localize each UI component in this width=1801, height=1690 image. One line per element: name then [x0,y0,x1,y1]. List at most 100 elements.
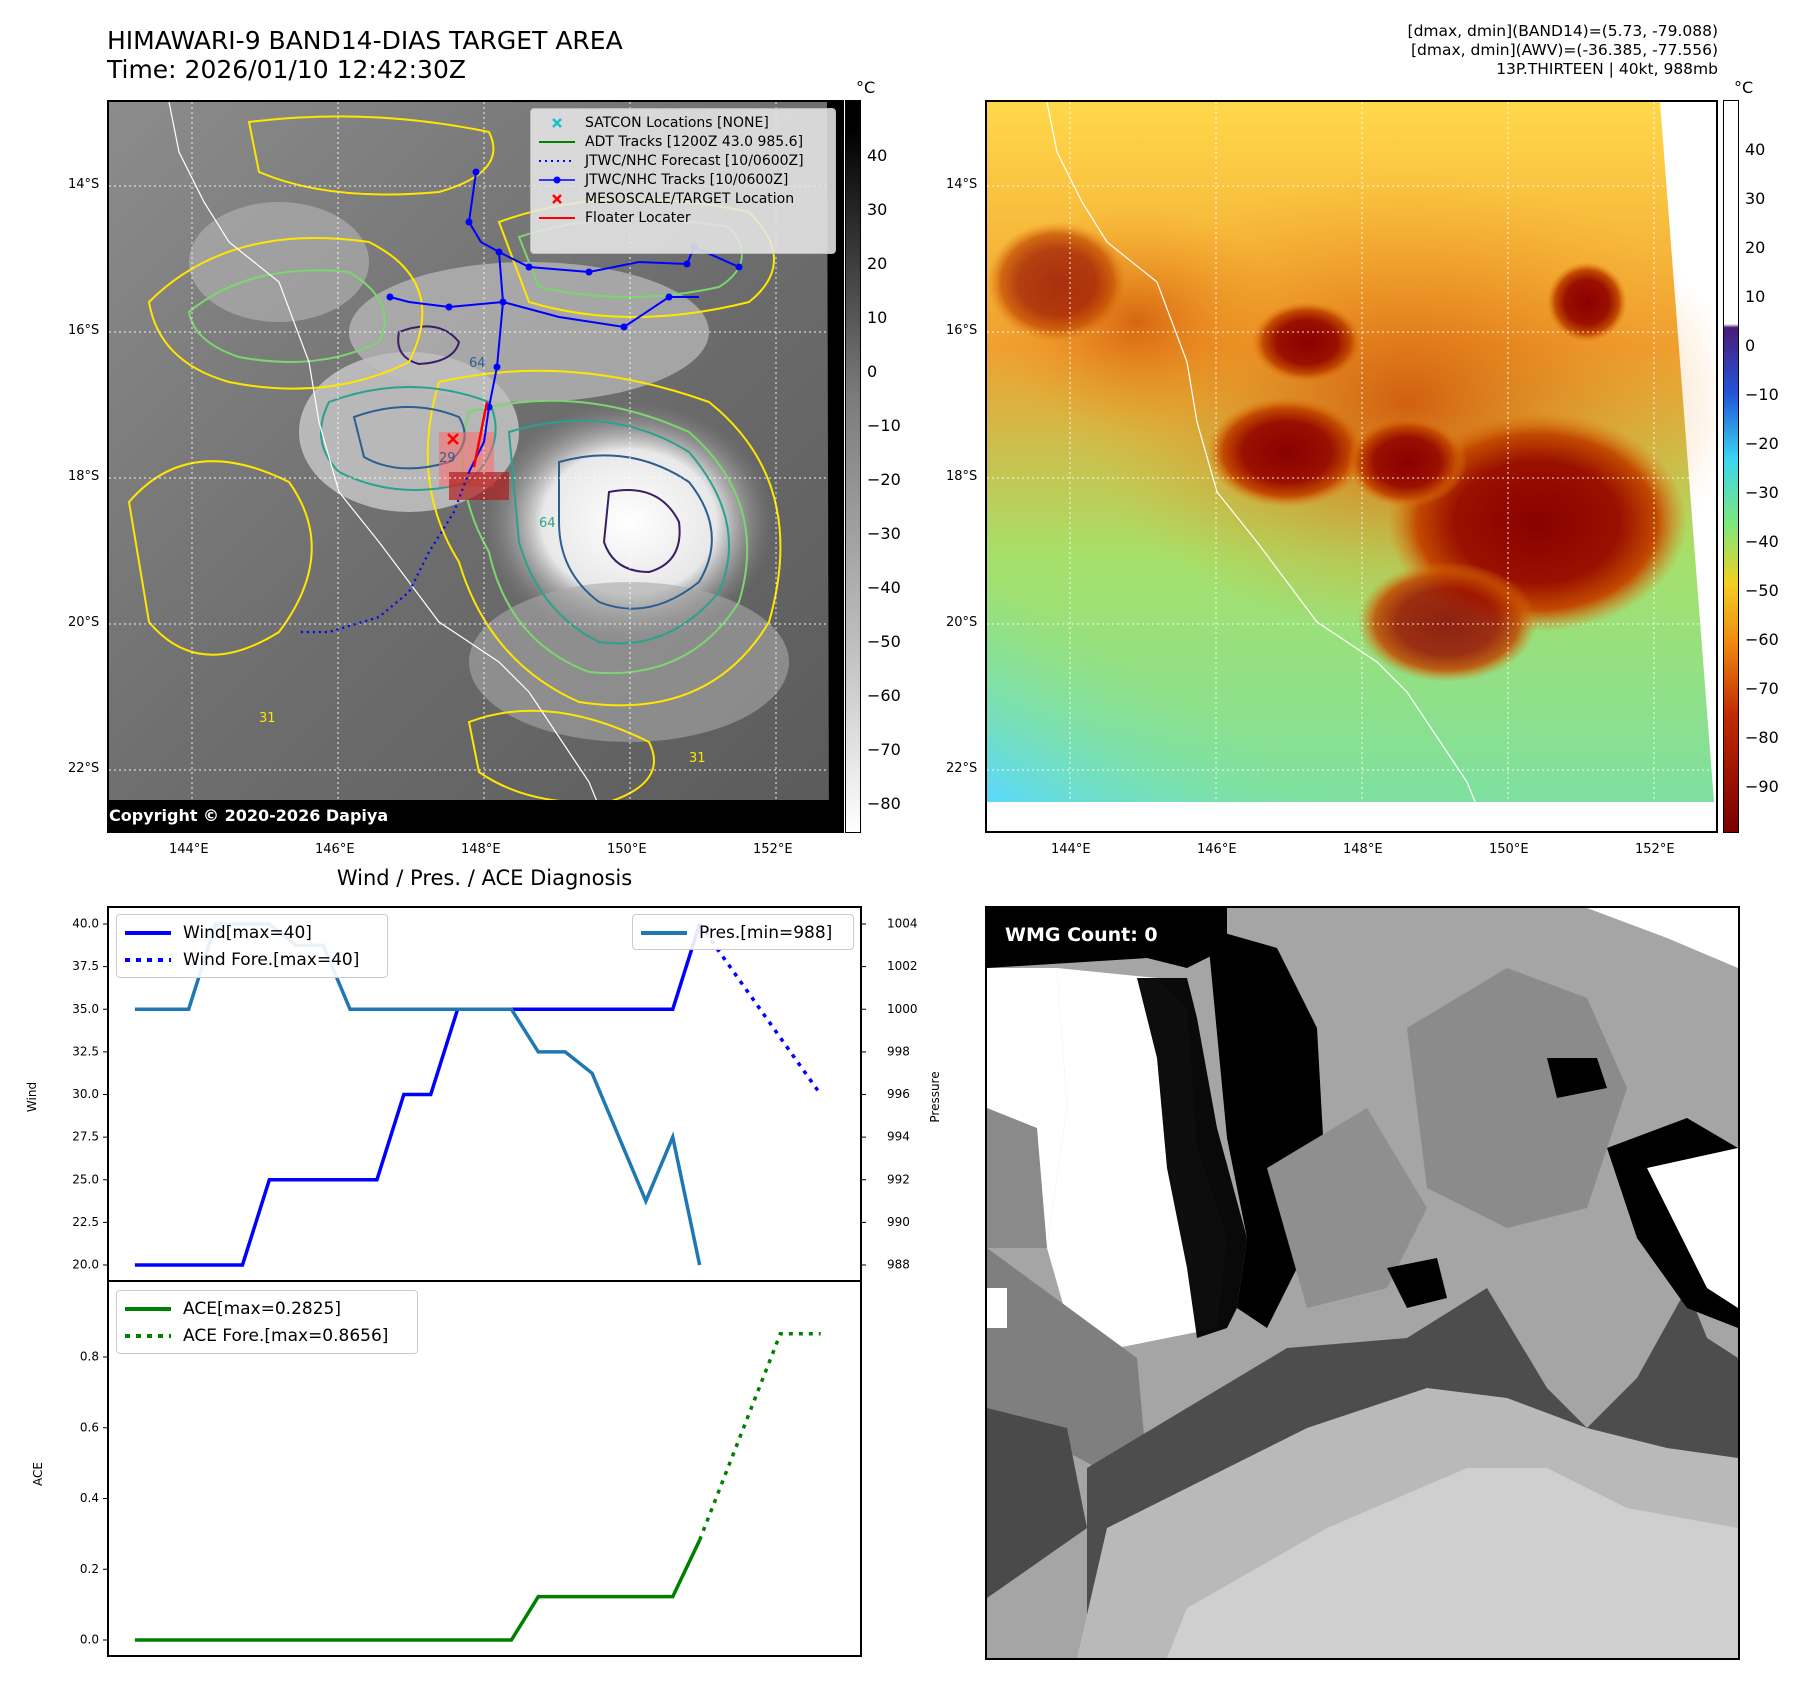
wind-tick-label: 32.5 [72,1044,99,1058]
pressure-tick-label: 1002 [887,959,918,973]
lat-label: 20°S [68,615,100,630]
diagnosis-title: Wind / Pres. / ACE Diagnosis [336,866,633,890]
title-line-2: Time: 2026/01/10 12:42:30Z [107,55,466,84]
colorbar-unit: °C [856,78,876,97]
legend-label: Floater Locater [585,209,691,226]
wind-axis-label: Wind [25,1081,39,1113]
wmg-panel [985,906,1740,1660]
dotted-line-icon [125,957,171,962]
legend-label: SATCON Locations [NONE] [585,114,769,131]
map-legend: SATCON Locations [NONE] ADT Tracks [1200… [530,108,836,254]
lon-label: 146°E [1197,842,1237,857]
ace-legend: ACE[max=0.2825] ACE Fore.[max=0.8656] [116,1290,418,1354]
colorbar-tick-label: −10 [1745,385,1779,404]
colorbar-tick-label: 10 [1745,287,1766,306]
contour-label: 31 [689,751,706,766]
colorbar-right [1723,100,1739,833]
ace-tick-label: 0.2 [80,1562,99,1576]
pressure-tick-label: 994 [887,1130,910,1144]
lat-label: 16°S [68,323,100,338]
wind-tick-label: 35.0 [72,1002,99,1016]
ace-tick-label: 0.4 [80,1491,99,1505]
wind-tick-label: 27.5 [72,1130,99,1144]
stats-header: [dmax, dmin](BAND14)=(5.73, -79.088) [dma… [1408,22,1718,79]
x-marker-icon [539,117,575,129]
diagnosis-chart: 40.0 37.5 35.0 32.5 30.0 27.5 25.0 22.5 20.0 100… [72,906,918,1657]
awv-map-image [987,102,1716,831]
lat-label: 18°S [946,469,978,484]
pressure-tick-label: 996 [887,1087,910,1101]
colorbar-tick-label: −80 [1745,728,1779,747]
lon-label: 144°E [169,842,209,857]
legend-pres: Pres.[min=988] [641,919,845,946]
pressure-legend: Pres.[min=988] [632,914,854,950]
legend-wind: Wind[max=40] [125,919,379,946]
dotted-line-icon [125,1333,171,1338]
legend-label: JTWC/NHC Tracks [10/0600Z] [585,171,789,188]
wmg-image [987,908,1738,1658]
ace-tick-label: 0.8 [80,1350,99,1364]
pressure-tick-label: 992 [887,1172,910,1186]
lat-label: 18°S [68,469,100,484]
ace-forecast-line [698,1332,821,1541]
lat-label: 14°S [68,177,100,192]
legend-item-target: MESOSCALE/TARGET Location [539,189,827,208]
colorbar-tick-label: −50 [1745,581,1779,600]
wind-tick-label: 30.0 [72,1087,99,1101]
line-icon [125,930,171,935]
legend-item-tracks: JTWC/NHC Tracks [10/0600Z] [539,170,827,189]
colorbar-tick-label: −30 [867,524,901,543]
legend-item-floater: Floater Locater [539,208,827,227]
ace-axes-frame [107,1280,862,1657]
colorbar-tick-label: −10 [867,416,901,435]
legend-label: ACE[max=0.2825] [183,1298,341,1319]
legend-label: Wind Fore.[max=40] [183,949,360,970]
title-line-1: HIMAWARI-9 BAND14-DIAS TARGET AREA [107,26,623,55]
colorbar-tick-label: 40 [1745,140,1766,159]
legend-ace: ACE[max=0.2825] [125,1295,409,1322]
colorbar-tick-label: 30 [1745,189,1766,208]
wmg-count-label: WMG Count: 0 [1005,924,1158,946]
legend-label: ADT Tracks [1200Z 43.0 985.6] [585,133,804,150]
line-dot-icon [539,174,575,186]
legend-label: ACE Fore.[max=0.8656] [183,1325,389,1346]
ace-axis-label: ACE [31,1462,45,1486]
wind-tick-label: 22.5 [72,1215,99,1229]
colorbar-tick-label: −40 [867,578,901,597]
contour-label: 64 [539,516,556,531]
line-marker-icon [539,212,575,224]
ace-tick-label: 0.0 [80,1633,99,1647]
x-marker-icon [539,193,575,205]
colorbar-tick-label: 40 [867,146,888,165]
lat-label: 16°S [946,323,978,338]
pressure-tick-label: 998 [887,1044,910,1058]
colorbar-tick-label: 20 [1745,238,1766,257]
colorbar-unit: °C [1734,78,1754,97]
colorbar-tick-label: −40 [1745,532,1779,551]
colorbar-tick-label: 10 [867,308,888,327]
pressure-tick-label: 988 [887,1258,910,1272]
legend-label: Wind[max=40] [183,922,312,943]
colorbar-tick-label: −30 [1745,483,1779,502]
colorbar-left [845,100,861,833]
colorbar-tick-label: −80 [867,794,901,813]
colorbar-tick-label: −90 [1745,777,1779,796]
colorbar-tick-label: 30 [867,200,888,219]
contour-label: 31 [259,711,276,726]
wind-tick-label: 25.0 [72,1172,99,1186]
colorbar-tick-label: −60 [867,686,901,705]
legend-item-satcon: SATCON Locations [NONE] [539,113,827,132]
band14-range: [dmax, dmin](BAND14)=(5.73, -79.088) [1407,22,1718,40]
colorbar-tick-label: −20 [1745,434,1779,453]
lat-label: 14°S [946,177,978,192]
storm-info: 13P.THIRTEEN | 40kt, 988mb [1496,60,1718,78]
lon-label: 144°E [1051,842,1091,857]
legend-ace-fore: ACE Fore.[max=0.8656] [125,1322,409,1349]
colorbar-tick-label: −60 [1745,630,1779,649]
chart-title: HIMAWARI-9 BAND14-DIAS TARGET AREA Time: … [107,26,623,84]
legend-label: MESOSCALE/TARGET Location [585,190,795,207]
lon-label: 148°E [1343,842,1383,857]
wind-tick-label: 20.0 [72,1258,99,1272]
wind-legend: Wind[max=40] Wind Fore.[max=40] [116,914,388,978]
lon-label: 152°E [1635,842,1675,857]
